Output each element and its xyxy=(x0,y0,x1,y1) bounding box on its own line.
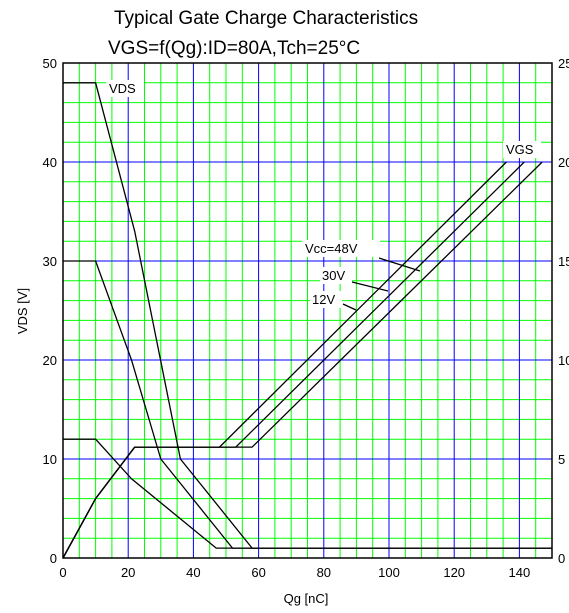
x-tick-label: 0 xyxy=(59,565,66,580)
y-tick-label: 20 xyxy=(43,353,57,368)
y2-tick-label: 5 xyxy=(558,452,565,467)
x-tick-label: 40 xyxy=(186,565,200,580)
y-axis-label: VDS [V] xyxy=(15,288,30,334)
vcc12-leader xyxy=(342,303,357,311)
vcc48-annotation: Vcc=48V xyxy=(305,241,358,256)
ticks-layer: 0 20 40 60 80 100 120 140 0 10 20 30 40 50 0 5 10 15 20 25 xyxy=(43,56,569,580)
vcc12-annotation: 12V xyxy=(312,292,335,307)
y2-tick-label: 10 xyxy=(558,353,569,368)
x-axis-label: Qg [nC] xyxy=(284,591,329,606)
vcc30-leader xyxy=(351,281,389,292)
vds-annotation: VDS xyxy=(109,81,136,96)
x-tick-label: 140 xyxy=(509,565,531,580)
y-tick-label: 40 xyxy=(43,155,57,170)
series-vds-12v xyxy=(63,438,552,549)
y2-tick-label: 25 xyxy=(558,56,569,71)
series-layer xyxy=(62,82,552,559)
x-tick-label: 100 xyxy=(378,565,400,580)
annotations-layer: VDS VGS Vcc=48V 30V 12V xyxy=(106,80,541,311)
series-vgs-12v xyxy=(62,161,507,559)
vds-label-box xyxy=(106,80,144,97)
y2-tick-label: 0 xyxy=(558,551,565,566)
y-tick-label: 0 xyxy=(50,551,57,566)
x-tick-label: 120 xyxy=(443,565,465,580)
vcc30-annotation: 30V xyxy=(322,268,345,283)
vgs-label-box xyxy=(503,141,541,158)
vcc48-leader xyxy=(378,257,421,272)
x-tick-label: 20 xyxy=(121,565,135,580)
plot-frame xyxy=(62,62,553,559)
vcc48-label-box xyxy=(302,240,380,257)
chart-title: Typical Gate Charge Characteristics xyxy=(114,8,418,29)
x-tick-label: 60 xyxy=(251,565,265,580)
vcc30-label-box xyxy=(320,267,352,284)
grid-minor xyxy=(63,63,552,558)
x-tick-label: 80 xyxy=(317,565,331,580)
y2-tick-label: 15 xyxy=(558,254,569,269)
y-tick-label: 50 xyxy=(43,56,57,71)
chart-subtitle: VGS=f(Qg):ID=80A,Tch=25°C xyxy=(108,38,360,59)
y-tick-label: 30 xyxy=(43,254,57,269)
y2-tick-label: 20 xyxy=(558,155,569,170)
y-tick-label: 10 xyxy=(43,452,57,467)
vgs-annotation: VGS xyxy=(506,142,534,157)
vcc12-label-box xyxy=(310,291,342,308)
